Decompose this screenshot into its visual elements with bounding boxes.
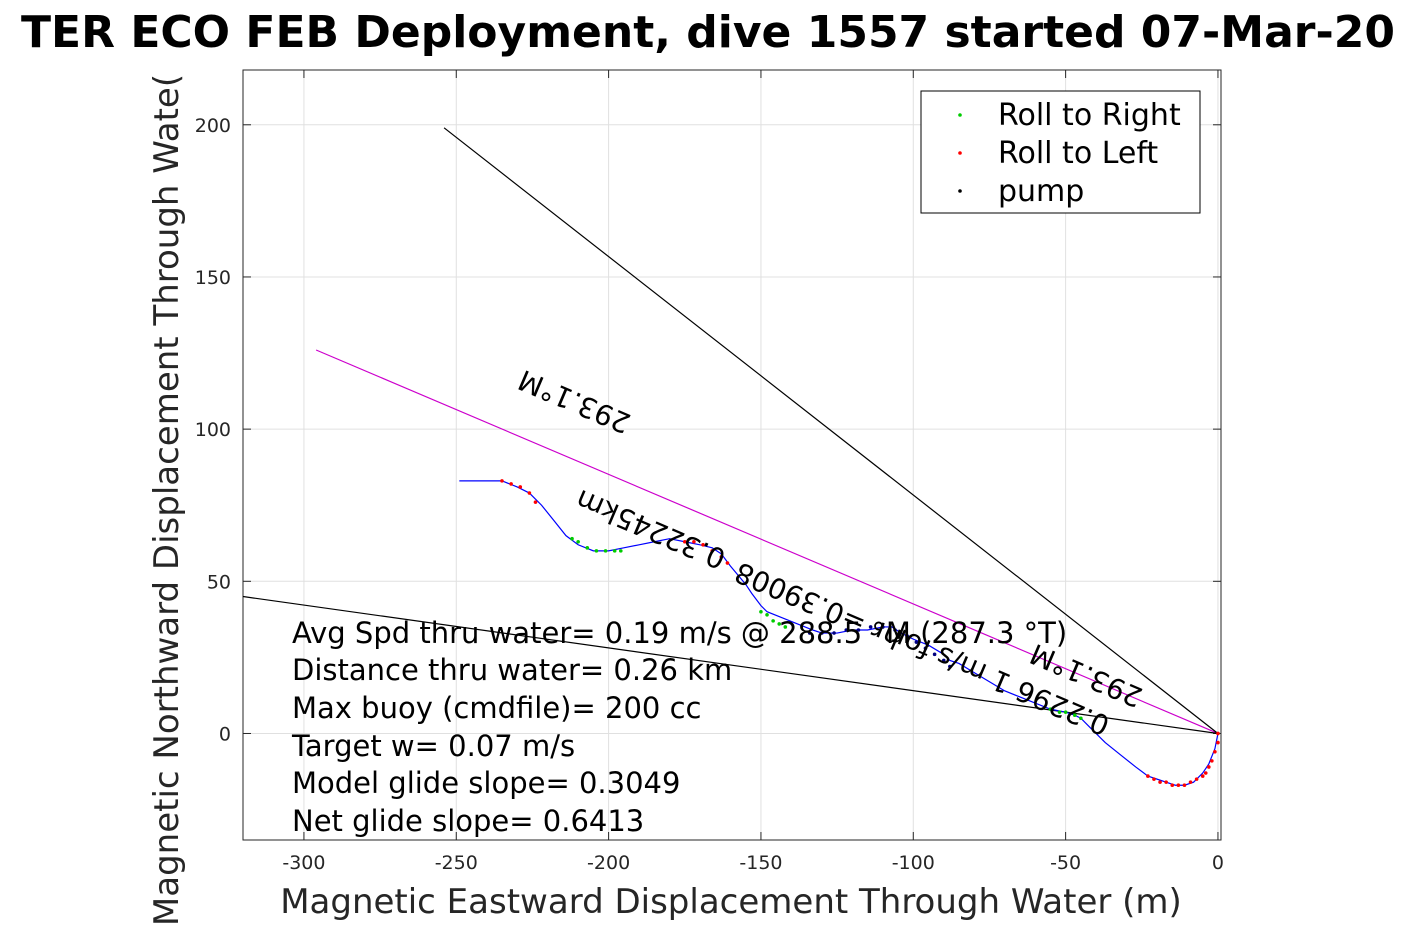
roll-left-point [1210,759,1214,763]
roll-left-point [692,539,696,544]
roll-left-point [1216,740,1220,745]
roll-left-point [1146,774,1150,778]
roll-left-point [710,549,714,553]
roll-right-point [570,536,574,541]
y-tick-label: 100 [195,419,231,441]
pump-point [948,664,952,669]
roll-left-point [682,539,687,544]
upper-bound-line [443,127,1219,734]
roll-left-point [1170,783,1175,788]
roll-left-point [527,491,532,495]
pump-point [832,631,836,635]
y-tick-label: 150 [195,267,231,289]
roll-right-point [1072,713,1077,718]
legend-label-roll-left: Roll to Left [998,136,1158,171]
roll-right-point [765,612,769,617]
pump-point [820,631,824,635]
legend-marker-roll-left [958,151,962,155]
annotation-block: Avg Spd thru water= 0.19 m/s @ 288.5 °M … [291,616,1067,838]
pump-point [807,631,812,635]
x-tick-label: -200 [587,852,630,874]
annotation-line: Target w= 0.07 m/s [291,729,575,763]
plot-area-frame [242,69,1222,841]
roll-left-point [1200,774,1205,778]
data-points [500,479,1220,788]
roll-right-point [759,609,763,614]
roll-left-point [533,500,538,504]
y-tick-label: 0 [219,723,231,745]
x-tick-label: -50 [1050,852,1081,874]
pump-point [844,628,849,632]
pump-point [905,634,909,638]
y-axis-label: Magnetic Northward Displacement Through … [147,74,187,926]
roll-right-point [777,622,782,626]
roll-right-point [612,549,617,553]
pump-point [941,658,946,663]
x-tick-label: -250 [435,852,478,874]
chart-title: TER ECO FEB Deployment, dive 1557 starte… [21,7,1395,58]
legend-label-roll-right: Roll to Right [998,98,1181,133]
annotation-line: Net glide slope= 0.6413 [292,804,644,838]
roll-left-point [1216,731,1220,736]
rotated-chart-label: 0.32245km [571,483,730,576]
roll-right-point [603,549,608,553]
roll-right-point [783,625,788,629]
roll-left-point [701,542,705,547]
axis-ticks: -300 -250 -200 -150 -100 -50 0 0 50 100 150 200 [195,70,1224,874]
x-tick-label: -150 [739,852,782,874]
roll-right-point [594,549,599,553]
roll-left-point [1152,777,1156,781]
roll-right-point [1079,716,1083,721]
roll-left-point [518,485,523,489]
roll-left-point [1188,780,1193,784]
heading-line [315,349,1219,735]
roll-right-point [618,549,623,553]
roll-right-point [1048,707,1053,711]
x-tick-label: -100 [892,852,935,874]
legend-box [920,90,1201,214]
legend-marker-pump [958,189,962,193]
legend: Roll to Right Roll to Left pump [920,90,1201,214]
roll-left-point [1158,780,1162,784]
annotation-line: Model glide slope= 0.3049 [292,766,680,800]
roll-left-point [1213,749,1217,754]
pump-point [881,625,885,629]
roll-left-point [1176,783,1181,788]
pump-point [914,640,919,644]
roll-right-point [585,546,590,550]
x-tick-label: 0 [1212,852,1224,874]
legend-label-pump: pump [998,174,1084,209]
legend-marker-roll-right [958,113,962,117]
annotation-line: Distance thru water= 0.26 km [292,653,732,687]
roll-right-point [576,539,580,544]
roll-left-point [509,482,513,486]
pump-point [868,625,873,629]
annotation-line: Avg Spd thru water= 0.19 m/s @ 288.5 °M … [292,616,1067,650]
roll-left-point [1207,765,1211,769]
track-layer [459,480,1219,786]
roll-left-point [1182,783,1187,788]
roll-left-point [1164,780,1168,784]
y-tick-label: 200 [195,115,231,137]
pump-point [893,628,897,632]
roll-right-point [1063,710,1068,714]
roll-left-point [1194,777,1199,781]
annotation-line: Max buoy (cmdfile)= 200 cc [292,691,701,725]
roll-left-point [1203,771,1208,775]
y-tick-label: 50 [207,571,231,593]
pump-point [856,628,861,632]
pump-point [923,646,928,651]
rotated-chart-label: 293.1°M [514,363,636,440]
roll-right-point [1057,710,1062,714]
roll-right-point [771,619,775,623]
roll-left-point [719,555,724,559]
roll-left-point [500,479,504,483]
glider-track-line [459,480,1219,786]
x-tick-label: -300 [282,852,325,874]
roll-left-point [725,561,730,565]
pump-point [932,652,937,657]
x-axis-label: Magnetic Eastward Displacement Through W… [280,882,1182,922]
